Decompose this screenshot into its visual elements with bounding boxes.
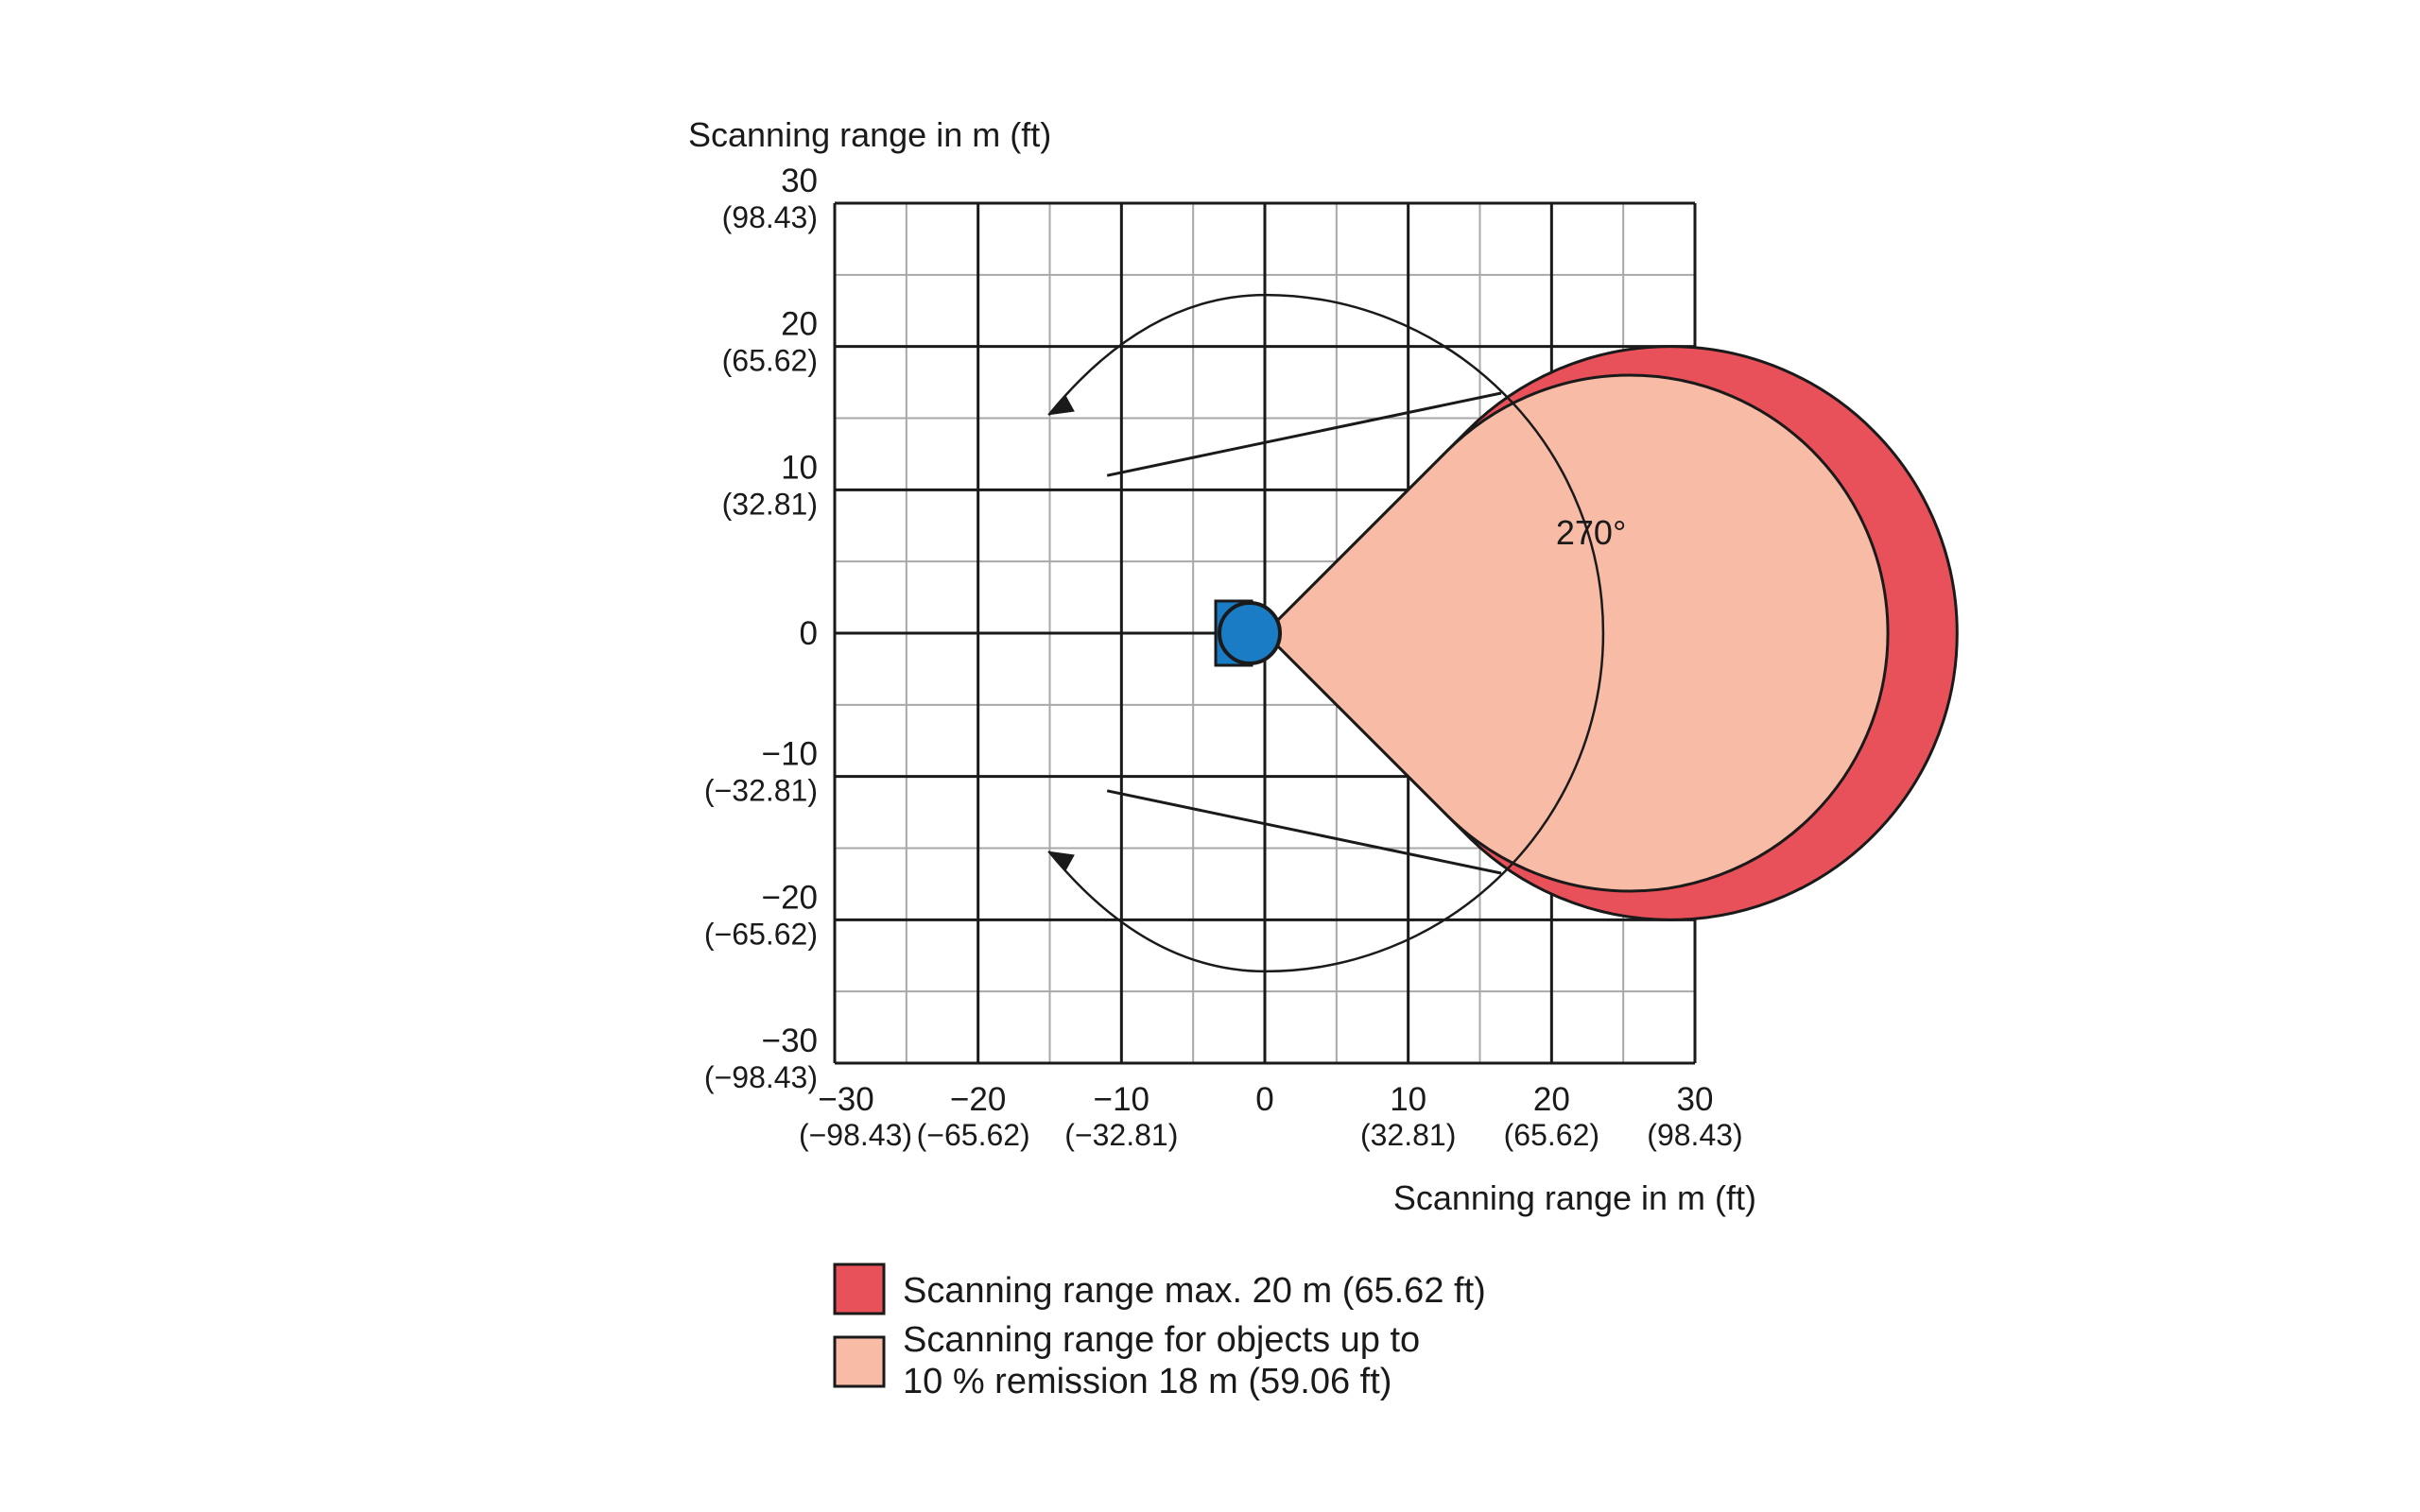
angle-arc [1047, 293, 1267, 417]
y-tick-label-ft: (−32.81) [704, 774, 818, 808]
legend-label: Scanning range for objects up to [903, 1320, 1420, 1360]
x-tick-label: −30 [818, 1081, 873, 1118]
legend: Scanning range max. 20 m (65.62 ft) Scann… [833, 1263, 1486, 1401]
y-tick-label-ft: (32.81) [722, 487, 818, 521]
angle-arc [1047, 850, 1267, 973]
angle-label: 270° [1556, 513, 1626, 552]
y-tick-label: 30 [781, 163, 818, 199]
y-tick-label: −10 [762, 736, 818, 773]
legend-label: Scanning range max. 20 m (65.62 ft) [903, 1271, 1486, 1311]
y-tick-label: 10 [781, 449, 818, 486]
x-tick-label-ft: (−65.62) [917, 1118, 1030, 1152]
x-axis-title: Scanning range in m (ft) [1393, 1178, 1756, 1217]
y-tick-label-ft: (98.43) [722, 200, 818, 234]
y-axis-title: Scanning range in m (ft) [688, 115, 1051, 154]
scan-angle-indicator: 270° [1047, 293, 1626, 973]
y-tick-label: −30 [762, 1022, 818, 1059]
x-tick-label-ft: (65.62) [1504, 1118, 1599, 1152]
arrowhead-icon [1048, 394, 1075, 416]
legend-swatch [833, 1335, 886, 1388]
arrowhead-icon [1048, 850, 1075, 872]
axis-ticks: 30(98.43)20(65.62)10(32.81)0−10(−32.81)−… [704, 163, 1743, 1152]
y-tick-label-ft: (−65.62) [704, 917, 818, 951]
x-tick-label: −10 [1094, 1081, 1150, 1118]
x-tick-label: 20 [1533, 1081, 1570, 1118]
angle-arc [1265, 293, 1605, 634]
sensor-head [1218, 601, 1282, 665]
x-tick-label: 0 [1255, 1081, 1273, 1118]
legend-swatch [833, 1263, 886, 1315]
x-tick-label: −20 [950, 1081, 1006, 1118]
y-tick-label: 0 [800, 615, 818, 652]
scan-areas [1263, 345, 1959, 921]
x-tick-label-ft: (−32.81) [1064, 1118, 1178, 1152]
laser-scanner-icon [1214, 599, 1282, 667]
x-tick-label-ft: (98.43) [1647, 1118, 1742, 1152]
legend-label: 10 % remission 18 m (59.06 ft) [903, 1362, 1392, 1401]
x-tick-label-ft: (−98.43) [799, 1118, 912, 1152]
x-tick-label: 30 [1677, 1081, 1714, 1118]
y-tick-label-ft: (65.62) [722, 344, 818, 378]
y-tick-label-ft: (−98.43) [704, 1060, 818, 1094]
boundary-extension-line [1106, 789, 1502, 875]
x-tick-label: 10 [1390, 1081, 1426, 1118]
scan-area-18m [1263, 373, 1890, 893]
y-tick-label: 20 [781, 306, 818, 343]
x-tick-label-ft: (32.81) [1360, 1118, 1456, 1152]
angle-arc [1265, 632, 1605, 973]
y-tick-label: −20 [762, 879, 818, 916]
boundary-extension-line [1106, 391, 1502, 477]
